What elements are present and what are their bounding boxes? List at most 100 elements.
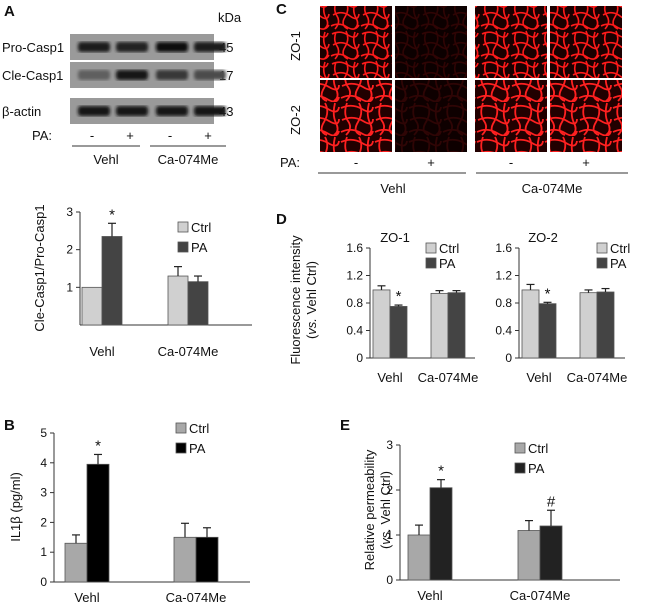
bar-ctrl	[579, 292, 598, 359]
pa-sign: -	[90, 128, 94, 143]
category-label: Ca-074Me	[158, 344, 219, 359]
y-tick-label: 3	[40, 486, 47, 500]
blot-band	[116, 42, 148, 52]
y-tick-label: 1.6	[495, 241, 512, 255]
legend-swatch	[425, 257, 437, 269]
category-label: Vehl	[74, 590, 99, 604]
if-image	[550, 6, 622, 78]
group-label: Vehl	[93, 152, 118, 167]
bar-pa	[429, 487, 453, 581]
blot-band	[156, 106, 188, 116]
chart-title: ZO-1	[380, 230, 410, 245]
bar-pa	[86, 463, 110, 583]
y-axis-label: Cle-Casp1/Pro-Casp1	[32, 204, 47, 331]
category-label: Vehl	[377, 370, 402, 385]
y-tick-label: 0.4	[495, 324, 512, 338]
kda-unit-label: kDa	[218, 10, 242, 25]
if-image	[320, 6, 392, 78]
bar-ctrl	[517, 530, 541, 581]
legend-label: Ctrl	[610, 241, 630, 256]
bar-pa	[187, 281, 209, 326]
category-label: Ca-074Me	[567, 370, 628, 385]
pa-sign: +	[204, 128, 212, 143]
if-pa-label: PA:	[280, 155, 300, 170]
if-sign: +	[427, 155, 435, 170]
legend-label: PA	[439, 256, 456, 271]
blot-band	[194, 70, 226, 80]
y-tick-label: 0	[356, 351, 363, 365]
legend-swatch	[514, 462, 526, 474]
y-tick-label: 0.8	[346, 296, 363, 310]
chart-title: ZO-2	[528, 230, 558, 245]
category-label: Ca-074Me	[166, 590, 227, 604]
blot-band	[156, 70, 188, 80]
legend-label: Ctrl	[191, 220, 211, 235]
category-label: Vehl	[526, 370, 551, 385]
pa-sign: -	[168, 128, 172, 143]
panel-e-letter: E	[340, 417, 350, 434]
bar-ctrl	[521, 289, 540, 359]
blot-protein-label: Cle-Casp1	[2, 68, 63, 83]
bar-ctrl	[407, 534, 431, 581]
if-image	[550, 80, 622, 152]
if-group-label: Ca-074Me	[522, 181, 583, 196]
y-tick-label: 1	[386, 528, 393, 542]
y-tick-label: 1.2	[495, 269, 512, 283]
bar-pa	[538, 303, 557, 359]
legend-label: Ctrl	[439, 241, 459, 256]
bar-ctrl	[64, 542, 88, 583]
y-tick-label: 3	[66, 205, 73, 219]
y-tick-label: 0	[386, 573, 393, 587]
bar-pa	[539, 525, 563, 581]
blot-band	[194, 106, 226, 116]
if-row-label: ZO-2	[288, 105, 303, 135]
y-tick-label: 1.6	[346, 241, 363, 255]
significance-marker: *	[109, 206, 115, 223]
if-sign: -	[354, 155, 358, 170]
y-tick-label: 0.4	[346, 324, 363, 338]
bar-pa	[195, 536, 219, 583]
panel-c-images: C ZO-1 ZO-2 PA: - + - + Vehl Ca-074Me	[276, 1, 628, 196]
blot-protein-label: Pro-Casp1	[2, 40, 64, 55]
chart-a_quant: 1 2 3 Vehl Ca-074Me * Ctrl PA Cle-Casp1/Pro-Casp…	[32, 204, 252, 359]
legend-label: Ctrl	[189, 421, 209, 436]
legend-swatch	[596, 257, 608, 269]
blot-band	[78, 70, 110, 80]
bar-ctrl	[81, 286, 103, 326]
bar-pa	[447, 292, 466, 359]
y-axis-label-sub: (vs. Vehl Ctrl)	[378, 471, 393, 549]
bar-pa	[101, 236, 123, 326]
chart-e_perm: 0 1 2 3 Vehl Ca-074Me * # Ctrl PA Relative permeab…	[362, 438, 620, 603]
significance-marker: *	[95, 437, 101, 454]
blot-band	[194, 42, 226, 52]
blot-band	[78, 42, 110, 52]
y-tick-label: 4	[40, 456, 47, 470]
if-sign: +	[582, 155, 590, 170]
panel-d-letter: D	[276, 211, 287, 228]
legend-swatch	[177, 221, 189, 233]
category-label: Vehl	[417, 588, 442, 603]
legend-swatch	[596, 242, 608, 254]
y-tick-label: 3	[386, 438, 393, 452]
legend-swatch	[177, 241, 189, 253]
bar-pa	[389, 306, 408, 359]
y-axis-label: Relative permeability	[362, 449, 377, 570]
significance-marker: *	[396, 288, 402, 305]
y-tick-label: 2	[40, 515, 47, 529]
if-image	[475, 80, 547, 152]
blot-band	[78, 106, 110, 116]
if-image	[395, 6, 467, 78]
if-image	[395, 80, 467, 152]
bar-pa	[596, 291, 615, 359]
legend-swatch	[175, 422, 187, 434]
if-sign: -	[509, 155, 513, 170]
blot-protein-label: β-actin	[2, 104, 41, 119]
blot-band	[116, 106, 148, 116]
chart-b_il1b: 0 1 2 3 4 5 Vehl Ca-074Me * Ctrl PA IL1β (pg/ml)	[8, 421, 250, 604]
y-tick-label: 5	[40, 426, 47, 440]
panel-c-letter: C	[276, 1, 287, 18]
category-label: Ca-074Me	[510, 588, 571, 603]
